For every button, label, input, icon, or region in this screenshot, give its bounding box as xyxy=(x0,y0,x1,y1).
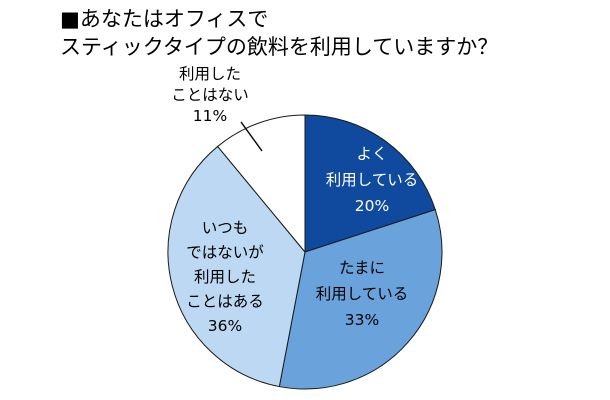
pie-slice-often xyxy=(304,114,436,253)
slice-label-never: 利用したことはない 11% xyxy=(171,65,249,125)
slice-value-often: 20% xyxy=(355,197,389,215)
slice-value-once: 36% xyxy=(208,317,242,335)
chart-title: ■あなたはオフィスで スティックタイプの飲料を利用していますか？ xyxy=(60,5,600,61)
slice-value-sometimes: 33% xyxy=(345,311,379,329)
slice-value-never: 11% xyxy=(193,107,227,125)
slice-label-line: ことはない xyxy=(171,86,249,104)
slice-label-line: 利用している xyxy=(316,285,409,303)
slice-label-line: よく xyxy=(356,145,387,163)
slice-label-line: ではないが xyxy=(186,244,264,262)
slice-label-once: いつもではないが利用したことはある 36% xyxy=(186,219,264,335)
slice-label-line: ことはある xyxy=(186,293,264,311)
slice-label-line: 利用した xyxy=(194,268,256,286)
chart-title-line-1: ■あなたはオフィスで xyxy=(60,7,269,31)
pie-slice-once xyxy=(167,145,306,388)
slice-label-line: 利用している xyxy=(326,171,419,189)
slice-label-line: 利用した xyxy=(179,65,241,83)
pie-slice-sometimes xyxy=(278,209,443,390)
slice-label-line: いつも xyxy=(202,219,249,237)
chart-title-line-2: スティックタイプの飲料を利用していますか？ xyxy=(60,35,499,59)
slice-label-often: よく利用している 20% xyxy=(326,145,419,215)
slice-label-sometimes: たまに利用している 33% xyxy=(316,259,409,329)
leader-line-never xyxy=(240,121,263,152)
pie-slice-never xyxy=(216,114,306,254)
slice-label-line: たまに xyxy=(339,259,385,277)
